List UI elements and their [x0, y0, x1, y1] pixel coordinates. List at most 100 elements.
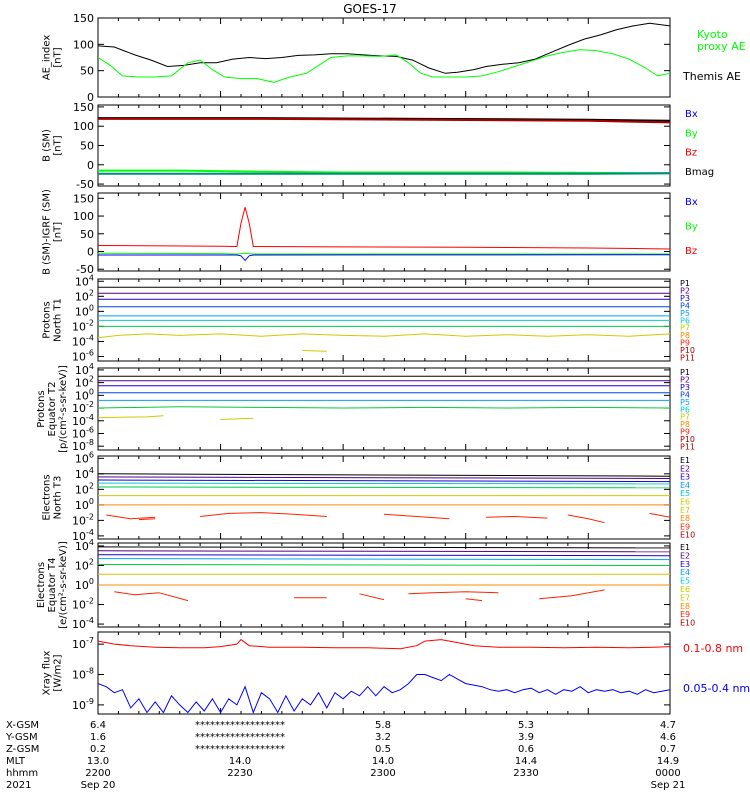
footer-value: ****************** — [195, 732, 285, 743]
footer-value: 3.2 — [375, 732, 391, 743]
y-tick-label: 102 — [75, 557, 94, 572]
y-axis-label: [p/(cm²-s-sr-keV)] — [58, 365, 69, 453]
series-group — [98, 546, 670, 602]
panel-3: 150 100 50 0 -50 B (SM)-IGRF (SM) [nT] Bx By Bz — [42, 189, 698, 276]
panel-frame — [97, 455, 671, 540]
series-line — [98, 554, 670, 557]
series-line — [98, 117, 670, 124]
y-axis-label: [W/m2] — [53, 654, 64, 691]
series-line — [98, 482, 670, 485]
series-line — [649, 512, 670, 518]
y-tick-label: 10-2 — [72, 512, 94, 527]
y-axis-label: Equator T2 — [47, 382, 58, 437]
y-tick-label: 104 — [75, 538, 94, 553]
y-tick-label: 10-8 — [72, 667, 94, 682]
legend-entry: E7 — [680, 593, 690, 602]
y-axis-label: [nT] — [53, 222, 64, 242]
y-tick-label: 0 — [87, 159, 94, 172]
footer-value: 2300 — [370, 768, 395, 779]
footer-value: ****************** — [195, 744, 285, 755]
y-axis-label: B (SM)-IGRF (SM) — [42, 189, 53, 275]
footer-value: 1.6 — [90, 732, 106, 743]
legend-entry: P11 — [680, 354, 695, 363]
panel-frame — [97, 631, 671, 715]
legend-entry: Bz — [685, 246, 697, 257]
y-tick-label: 100 — [73, 38, 94, 51]
footer-row-label: MLT — [6, 756, 26, 767]
legend-entry: P1 — [680, 368, 690, 377]
series-group — [98, 375, 670, 420]
legend-entry: By — [685, 221, 698, 232]
series-line — [539, 589, 605, 600]
legend-entry: P2 — [680, 375, 690, 384]
footer-value: 6.4 — [90, 720, 106, 731]
legend-entry: Bz — [685, 148, 697, 159]
series-line — [486, 515, 548, 519]
series-group — [98, 638, 670, 714]
legend-entry: P8 — [680, 331, 690, 340]
footer-value: Sep 20 — [81, 780, 116, 791]
y-tick-label: 10-2 — [72, 318, 94, 333]
series-line — [98, 638, 670, 650]
footer-value: 14.9 — [657, 756, 679, 767]
footer-value: 14.4 — [515, 756, 537, 767]
legend-entry: E2 — [680, 464, 690, 473]
series-line — [138, 518, 156, 521]
footer-row-label: hhmm — [6, 768, 38, 779]
series-group — [98, 117, 670, 175]
legend-entry: Bx — [685, 109, 698, 120]
y-axis-label: North T3 — [53, 476, 64, 520]
y-axis-label: [nT] — [53, 135, 64, 155]
legend-entry: P9 — [680, 428, 690, 437]
footer-value: 4.6 — [660, 732, 676, 743]
panel-8: 10-7 10-8 10-9 Xray flux [W/m2] 0.1-0.8 nm 0.0… — [42, 631, 750, 715]
legend-entry: Bx — [685, 197, 698, 208]
y-axis-label: Protons — [36, 390, 47, 427]
y-tick-label: 102 — [75, 288, 94, 303]
footer-row-label: Z-GSM — [6, 744, 39, 755]
series-line — [98, 415, 164, 419]
legend-entry: P3 — [680, 294, 690, 303]
series-line — [98, 673, 670, 714]
series-line — [98, 550, 670, 553]
y-tick-label: 150 — [73, 12, 94, 25]
legend-entry: E3 — [680, 473, 690, 482]
y-tick-label: 102 — [75, 481, 94, 496]
footer-value: 3.9 — [518, 732, 534, 743]
legend-entry: P9 — [680, 339, 690, 348]
legend-entry: E9 — [680, 522, 690, 531]
series-line — [98, 333, 670, 339]
series-line — [98, 564, 670, 566]
legend-entry: By — [685, 128, 698, 139]
y-tick-label: 0 — [87, 246, 94, 259]
series-group — [98, 207, 670, 262]
series-line — [98, 546, 670, 549]
legend-entry: E10 — [680, 531, 695, 540]
footer-value: 0.6 — [518, 744, 534, 755]
footer-value: 2200 — [85, 768, 110, 779]
footer-value: 2230 — [227, 768, 252, 779]
legend-entry: P11 — [680, 443, 695, 452]
legend-entry: E1 — [680, 543, 690, 552]
y-tick-label: 10-4 — [72, 333, 94, 348]
series-line — [98, 558, 670, 561]
series-line — [302, 350, 327, 352]
y-tick-label: 10-7 — [72, 636, 94, 651]
series-line — [98, 49, 670, 83]
y-axis-label: B (SM) — [42, 129, 53, 162]
series-line — [106, 514, 156, 520]
y-tick-label: 100 — [75, 497, 94, 512]
legend-entry: P6 — [680, 405, 690, 414]
y-tick-label: 100 — [75, 577, 94, 592]
footer-value: ****************** — [195, 720, 285, 731]
legend-entry: E8 — [680, 514, 690, 523]
y-axis-label: Protons — [42, 301, 53, 338]
y-tick-label: 104 — [75, 273, 94, 288]
y-tick-label: 10-2 — [72, 597, 94, 612]
y-tick-label: 106 — [75, 450, 94, 465]
series-line — [98, 476, 670, 479]
y-axis-label: AE_index — [42, 35, 53, 81]
legend-entry: P7 — [680, 413, 690, 422]
footer-value: 4.7 — [660, 720, 676, 731]
footer-value: 2330 — [513, 768, 538, 779]
